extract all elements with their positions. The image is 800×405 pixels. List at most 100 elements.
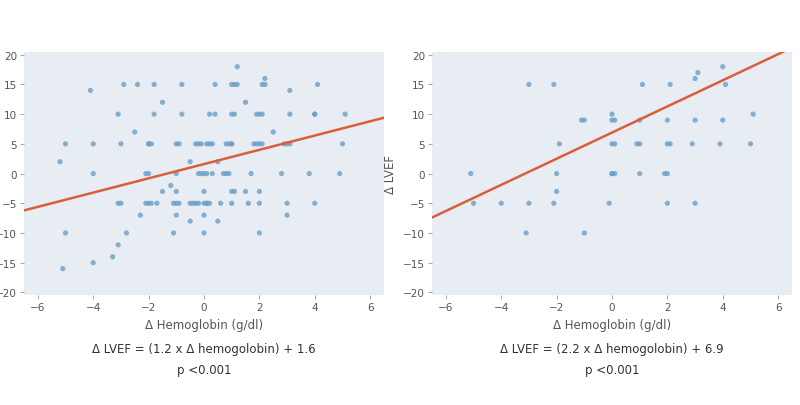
- Point: [334, 171, 346, 177]
- Point: [231, 64, 244, 71]
- Point: [214, 200, 227, 207]
- Point: [636, 82, 649, 88]
- Point: [550, 189, 563, 195]
- Point: [634, 141, 646, 148]
- Point: [190, 200, 202, 207]
- Point: [664, 82, 677, 88]
- Point: [200, 200, 213, 207]
- Point: [253, 189, 266, 195]
- Point: [175, 112, 188, 118]
- X-axis label: Δ Hemoglobin (g/dl): Δ Hemoglobin (g/dl): [553, 318, 671, 331]
- Point: [192, 141, 205, 148]
- Point: [242, 200, 254, 207]
- Point: [145, 141, 158, 148]
- Point: [522, 200, 535, 207]
- Point: [150, 200, 163, 207]
- Point: [634, 117, 646, 124]
- Point: [228, 82, 241, 88]
- Point: [209, 82, 222, 88]
- Point: [59, 230, 72, 237]
- Point: [716, 64, 729, 71]
- Point: [164, 183, 177, 189]
- Point: [206, 141, 218, 148]
- Text: Δ LVEF = (1.2 x Δ hemogolobin) + 1.6
p <0.001: Δ LVEF = (1.2 x Δ hemogolobin) + 1.6 p <…: [92, 343, 316, 376]
- Point: [716, 117, 729, 124]
- Point: [200, 141, 213, 148]
- Point: [467, 200, 480, 207]
- Point: [239, 189, 252, 195]
- Point: [142, 141, 155, 148]
- Point: [747, 112, 760, 118]
- Point: [120, 230, 133, 237]
- Point: [131, 82, 144, 88]
- Point: [283, 112, 296, 118]
- Point: [170, 171, 182, 177]
- Point: [222, 141, 235, 148]
- Point: [142, 171, 155, 177]
- Point: [217, 171, 230, 177]
- Point: [220, 171, 233, 177]
- Point: [175, 82, 188, 88]
- Point: [606, 141, 618, 148]
- Point: [495, 200, 508, 207]
- Point: [661, 171, 674, 177]
- Point: [547, 82, 560, 88]
- Point: [226, 112, 238, 118]
- Point: [547, 200, 560, 207]
- Point: [114, 141, 127, 148]
- Point: [281, 212, 294, 219]
- Point: [167, 230, 180, 237]
- Point: [245, 171, 258, 177]
- Point: [522, 82, 535, 88]
- Point: [606, 171, 618, 177]
- Point: [239, 100, 252, 106]
- Point: [464, 171, 477, 177]
- Y-axis label: Δ LVEF: Δ LVEF: [385, 155, 398, 194]
- Point: [630, 141, 643, 148]
- Point: [308, 200, 321, 207]
- Point: [106, 254, 119, 260]
- Point: [253, 141, 266, 148]
- Point: [578, 230, 590, 237]
- Point: [59, 141, 72, 148]
- Point: [142, 200, 155, 207]
- Point: [139, 171, 152, 177]
- Point: [173, 200, 186, 207]
- Point: [603, 200, 616, 207]
- Point: [112, 200, 125, 207]
- Point: [200, 171, 213, 177]
- Point: [578, 117, 590, 124]
- Point: [184, 200, 197, 207]
- Point: [339, 112, 352, 118]
- Point: [198, 200, 210, 207]
- Point: [198, 230, 210, 237]
- Point: [156, 100, 169, 106]
- Point: [192, 171, 205, 177]
- Point: [139, 200, 152, 207]
- Point: [226, 141, 238, 148]
- Point: [211, 218, 224, 225]
- Point: [56, 266, 69, 272]
- Point: [112, 112, 125, 118]
- Point: [192, 200, 205, 207]
- Point: [211, 159, 224, 166]
- Point: [661, 200, 674, 207]
- Point: [148, 112, 161, 118]
- Point: [203, 141, 216, 148]
- X-axis label: Δ Hemoglobin (g/dl): Δ Hemoglobin (g/dl): [145, 318, 263, 331]
- Point: [550, 171, 563, 177]
- Point: [170, 141, 182, 148]
- Text: Δ LVEF = (2.2 x Δ hemogolobin) + 6.9
p <0.001: Δ LVEF = (2.2 x Δ hemogolobin) + 6.9 p <…: [500, 343, 724, 376]
- Point: [606, 112, 618, 118]
- Point: [226, 82, 238, 88]
- Point: [228, 112, 241, 118]
- Point: [308, 112, 321, 118]
- Point: [689, 76, 702, 83]
- Point: [253, 112, 266, 118]
- Point: [190, 141, 202, 148]
- Point: [170, 189, 182, 195]
- Point: [253, 230, 266, 237]
- Point: [664, 141, 677, 148]
- Point: [118, 82, 130, 88]
- Point: [198, 171, 210, 177]
